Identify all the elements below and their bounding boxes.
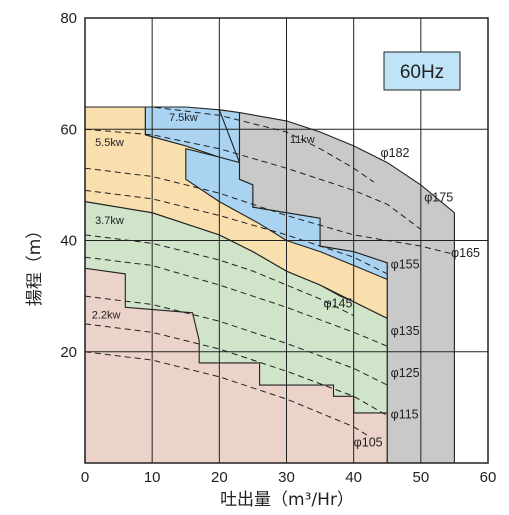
region-11kw-5 <box>238 111 455 464</box>
impeller-curves <box>84 106 455 436</box>
x-tick-10: 10 <box>144 469 161 486</box>
curve-115 <box>84 323 388 417</box>
x-tick-50: 50 <box>412 469 429 486</box>
chart-labels: 2.2kw 3.7kw 5.5kw 7.5kw 11kw φ182 φ175 φ165 φ155… <box>92 112 480 449</box>
region-label-2-2kw: 2.2kw <box>92 309 121 321</box>
y-tick-40: 40 <box>60 233 77 250</box>
power-regions <box>84 106 455 464</box>
curve-label-182: φ182 <box>381 146 410 160</box>
frequency-badge-box <box>383 51 461 91</box>
x-tick-20: 20 <box>211 469 228 486</box>
curve-145 <box>84 234 354 317</box>
curve-label-115: φ115 <box>391 408 419 422</box>
curve-label-135: φ135 <box>391 324 420 338</box>
curve-label-155: φ155 <box>391 257 420 271</box>
frequency-badge: 60Hz <box>383 51 461 91</box>
curve-182 <box>85 106 375 183</box>
x-tick-40: 40 <box>345 469 362 486</box>
x-axis-title: 吐出量（m³/Hr） <box>220 490 354 510</box>
curve-165 <box>84 167 455 255</box>
curve-175 <box>84 128 422 230</box>
region-label-3-7kw: 3.7kw <box>95 215 124 227</box>
axis-ticks: 0 10 20 30 40 50 60 20 40 60 80 <box>60 10 496 486</box>
y-tick-20: 20 <box>60 344 77 361</box>
grid-lines <box>85 18 488 463</box>
curve-label-145: φ145 <box>323 296 352 310</box>
curve-label-165: φ165 <box>451 246 480 260</box>
x-tick-60: 60 <box>480 469 497 486</box>
frequency-badge-label: 60Hz <box>400 62 444 83</box>
region-label-7-5kw: 7.5kw <box>169 112 198 124</box>
curve-label-175: φ175 <box>424 191 453 205</box>
x-tick-30: 30 <box>278 469 295 486</box>
curve-125 <box>84 295 388 386</box>
y-tick-60: 60 <box>60 121 77 138</box>
y-axis-title: 揚程（m） <box>25 222 45 307</box>
curve-label-105: φ105 <box>354 435 383 449</box>
y-tick-80: 80 <box>60 10 77 27</box>
x-tick-0: 0 <box>81 469 89 486</box>
curve-155 <box>84 189 388 275</box>
region-label-11kw: 11kw <box>290 134 315 146</box>
curve-label-125: φ125 <box>391 366 420 380</box>
curve-105 <box>84 351 368 436</box>
curve-135 <box>84 256 388 347</box>
region-label-5-5kw: 5.5kw <box>95 137 124 149</box>
plot-frame <box>84 17 489 464</box>
